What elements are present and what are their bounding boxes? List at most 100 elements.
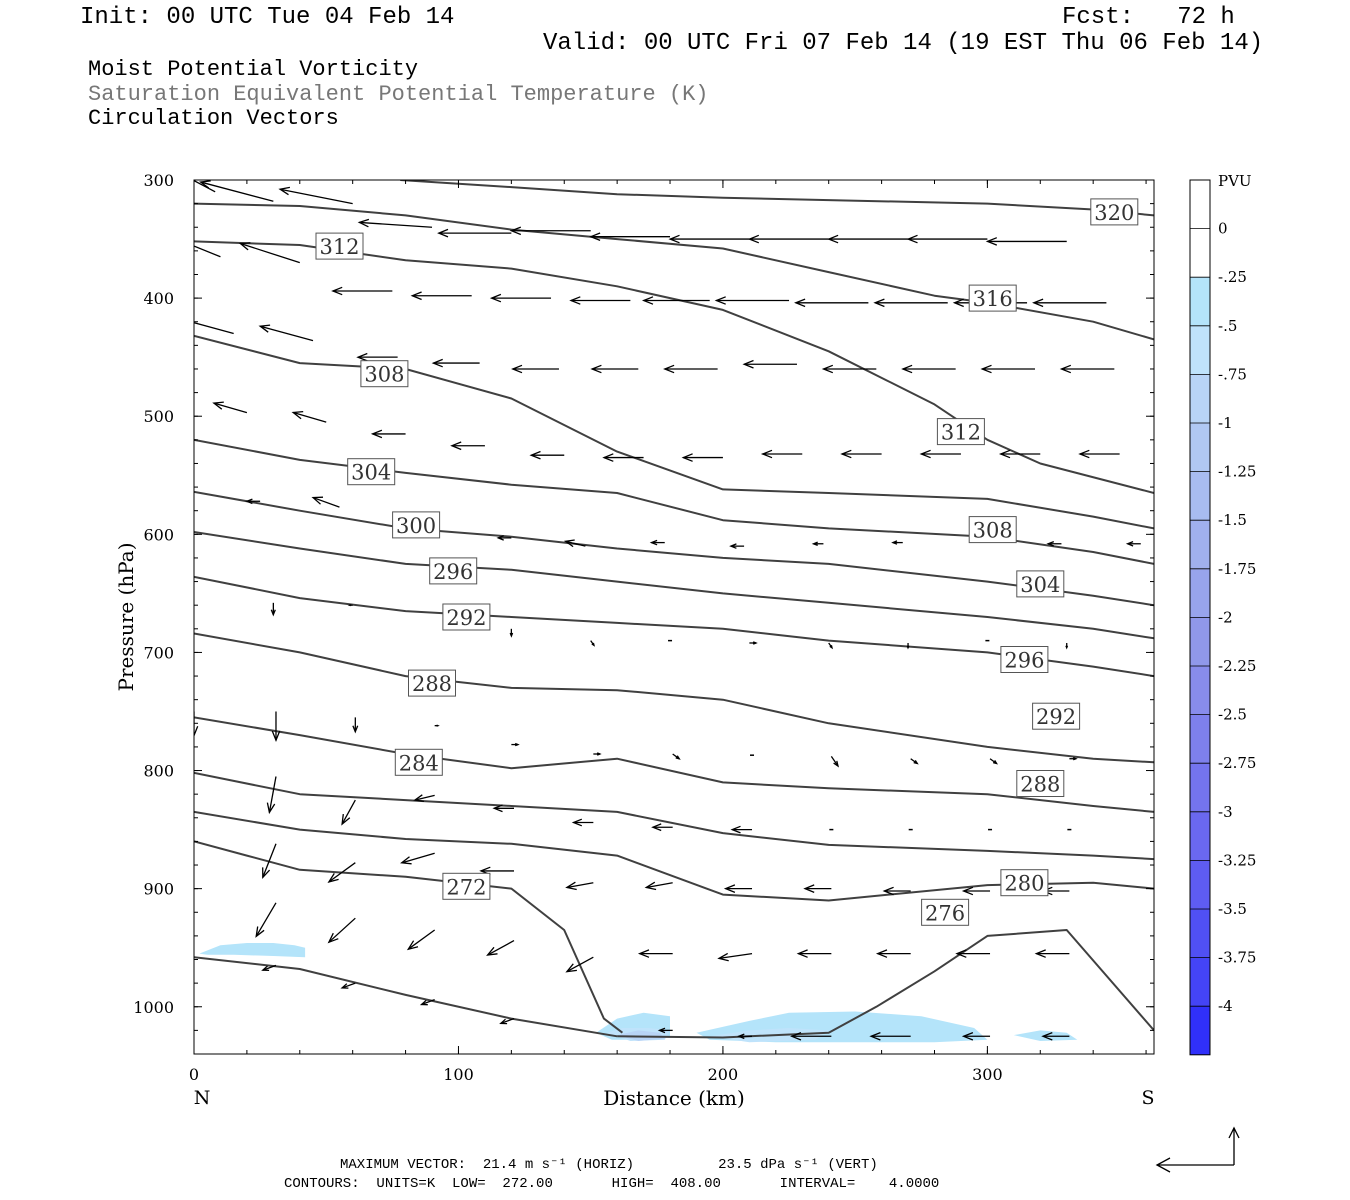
colorbar-swatch bbox=[1190, 763, 1210, 812]
colorbar-swatch bbox=[1190, 1006, 1210, 1055]
colorbar-label: -1 bbox=[1218, 414, 1233, 432]
svg-text:296: 296 bbox=[433, 560, 473, 584]
field-title-vectors: Circulation Vectors bbox=[88, 106, 339, 131]
circulation-vector bbox=[413, 794, 435, 803]
theta-es-contour-324 bbox=[400, 180, 1154, 217]
colorbar-swatch bbox=[1190, 957, 1210, 1007]
contour-label: 312 bbox=[936, 418, 985, 446]
circulation-vector bbox=[569, 296, 631, 305]
circulation-vector bbox=[258, 324, 314, 342]
colorbar-label: -2.25 bbox=[1218, 657, 1256, 675]
svg-text:292: 292 bbox=[446, 606, 486, 630]
circulation-vector bbox=[400, 852, 435, 865]
theta-es-contour-300 bbox=[194, 531, 1154, 640]
circulation-vector bbox=[875, 949, 911, 958]
circulation-vector bbox=[262, 843, 277, 880]
circulation-vector bbox=[450, 441, 485, 451]
theta-es-contour-272 bbox=[194, 956, 618, 1038]
forecast-hour: Fcst: 72 h bbox=[1062, 4, 1235, 31]
init-time: Init: 00 UTC Tue 04 Feb 14 bbox=[80, 4, 455, 31]
colorbar-swatch bbox=[1190, 374, 1210, 423]
circulation-vector bbox=[811, 541, 824, 547]
circulation-vector bbox=[492, 804, 514, 813]
colorbar-label: -3.25 bbox=[1218, 851, 1256, 869]
contour-label: 304 bbox=[1016, 570, 1065, 598]
circulation-vector bbox=[194, 180, 216, 193]
circulation-vector bbox=[649, 539, 665, 546]
colorbar-label: -.25 bbox=[1218, 268, 1247, 286]
colorbar-swatch bbox=[1190, 617, 1210, 666]
circulation-vector bbox=[590, 364, 639, 374]
circulation-vector bbox=[194, 770, 195, 774]
colorbar-label: -1.5 bbox=[1218, 511, 1247, 529]
theta-es-contour-272 bbox=[194, 840, 624, 1034]
reference-vector bbox=[1155, 1126, 1240, 1173]
maximum-vector-note: MAXIMUM VECTOR: 21.4 m s⁻¹ (HORIZ) 23.5 … bbox=[340, 1157, 878, 1173]
circulation-vector bbox=[261, 964, 277, 972]
svg-text:308: 308 bbox=[973, 519, 1013, 543]
circulation-vector bbox=[529, 450, 565, 460]
circulation-vector bbox=[714, 296, 790, 305]
circulation-vector bbox=[906, 642, 910, 650]
circulation-vector bbox=[270, 602, 276, 617]
circulation-vector bbox=[1078, 449, 1120, 459]
x-tick-label: 100 bbox=[443, 1065, 474, 1084]
svg-text:316: 316 bbox=[973, 287, 1013, 311]
circulation-vector bbox=[1059, 364, 1115, 374]
contour-label: 272 bbox=[442, 872, 491, 900]
theta-es-contour-320 bbox=[194, 202, 1154, 341]
y-tick-label: 400 bbox=[143, 289, 174, 308]
svg-text:304: 304 bbox=[351, 461, 391, 485]
circulation-vector bbox=[509, 628, 514, 638]
circulation-vector bbox=[352, 717, 359, 734]
colorbar-swatch bbox=[1190, 520, 1210, 569]
circulation-vector bbox=[271, 711, 281, 743]
circulation-vector bbox=[419, 999, 435, 1006]
colorbar-label: -4 bbox=[1218, 997, 1233, 1015]
contour-label: 296 bbox=[1000, 646, 1049, 673]
circulation-vector bbox=[919, 449, 961, 459]
x-tick-label: 0 bbox=[189, 1065, 199, 1084]
circulation-vector bbox=[340, 982, 356, 989]
circulation-vector bbox=[668, 234, 750, 244]
circulation-vector bbox=[737, 1033, 753, 1040]
circulation-vector bbox=[742, 359, 797, 369]
valid-time: Valid: 00 UTC Fri 07 Feb 14 (19 EST Thu … bbox=[543, 30, 1264, 57]
circulation-vector bbox=[681, 453, 723, 462]
circulation-vector bbox=[828, 642, 834, 650]
circulation-vector bbox=[198, 180, 274, 202]
y-tick-label: 900 bbox=[143, 880, 174, 899]
circulation-vector bbox=[901, 364, 956, 374]
circulation-vector bbox=[486, 940, 515, 956]
circulation-vector bbox=[311, 496, 340, 508]
circulation-vector bbox=[651, 823, 673, 832]
circulation-vector bbox=[1046, 540, 1062, 547]
circulation-vector bbox=[830, 755, 840, 768]
circulation-vector bbox=[641, 296, 710, 305]
colorbar-label: -3 bbox=[1218, 803, 1233, 821]
circulation-vector bbox=[1069, 756, 1078, 761]
circulation-vector bbox=[821, 364, 877, 374]
svg-text:284: 284 bbox=[399, 751, 439, 775]
circulation-vector bbox=[245, 498, 261, 505]
colorbar-swatch bbox=[1190, 568, 1210, 618]
circulation-vector bbox=[602, 453, 644, 462]
circulation-vector bbox=[511, 364, 559, 374]
circulation-vector bbox=[790, 1031, 832, 1041]
circulation-vector bbox=[796, 949, 832, 958]
svg-text:292: 292 bbox=[1036, 705, 1076, 729]
circulation-vector bbox=[749, 641, 758, 645]
colorbar-title: PVU bbox=[1218, 172, 1252, 190]
x-axis-title: Distance (km) bbox=[603, 1086, 745, 1110]
colorbar-swatch bbox=[1190, 180, 1210, 229]
circulation-vector bbox=[827, 234, 909, 244]
y-tick-label: 500 bbox=[143, 407, 174, 426]
circulation-vector bbox=[980, 364, 1035, 374]
colorbar-label: -3.75 bbox=[1218, 949, 1256, 967]
circulation-vector bbox=[910, 758, 919, 765]
circulation-vector bbox=[437, 228, 512, 238]
circulation-vector bbox=[906, 234, 988, 244]
circulation-vector bbox=[489, 293, 552, 303]
x-tick-label: 200 bbox=[708, 1065, 739, 1084]
